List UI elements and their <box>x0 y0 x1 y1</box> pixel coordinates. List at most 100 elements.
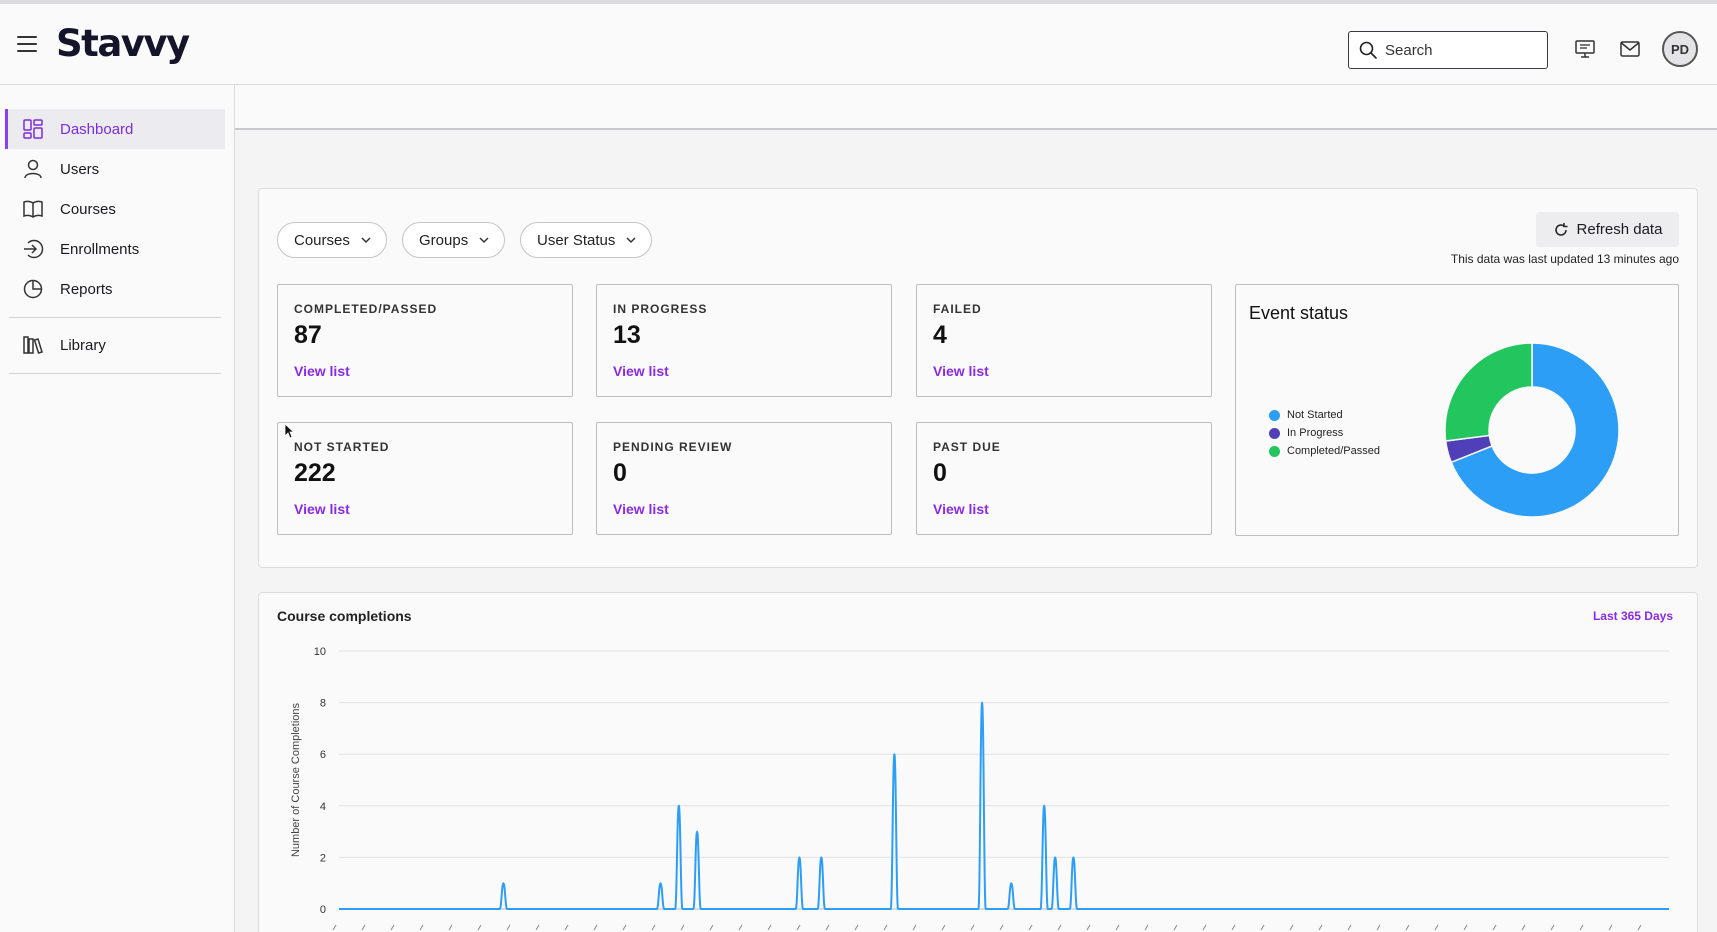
view-list-link[interactable]: View list <box>613 363 669 379</box>
legend-swatch <box>1269 427 1280 439</box>
course-completions-title: Course completions <box>277 608 412 624</box>
x-tick-mark <box>593 924 598 931</box>
sidebar: Dashboard Users Courses Enrollments Repo… <box>0 85 235 932</box>
legend-swatch <box>1269 409 1280 421</box>
y-tick-label: 4 <box>320 801 326 813</box>
x-tick-mark <box>332 924 337 931</box>
sidebar-divider <box>9 317 221 318</box>
x-tick-mark <box>738 924 743 931</box>
x-tick-mark <box>1115 924 1120 931</box>
stat-label: NOT STARTED <box>294 440 390 454</box>
avatar[interactable]: PD <box>1662 31 1698 67</box>
x-tick-mark <box>680 924 685 931</box>
enrollment-arrow-icon <box>24 239 44 259</box>
sidebar-item-enrollments[interactable]: Enrollments <box>5 229 225 269</box>
x-tick-mark <box>1086 924 1091 931</box>
sidebar-item-label: Enrollments <box>60 240 140 258</box>
x-tick-mark <box>825 924 830 931</box>
stat-value: 222 <box>294 459 336 487</box>
x-tick-mark <box>883 924 888 931</box>
event-status-card: Event status Not Started In Progress Com… <box>1235 284 1679 536</box>
stat-value: 4 <box>933 321 947 349</box>
x-tick-mark <box>912 924 917 931</box>
course-completions-panel <box>258 592 1698 932</box>
x-tick-mark <box>1492 924 1497 931</box>
x-tick-mark <box>999 924 1004 931</box>
stat-value: 13 <box>613 321 641 349</box>
search-box[interactable] <box>1348 31 1548 69</box>
filter-user-status[interactable]: User Status <box>520 222 653 258</box>
x-tick-mark <box>970 924 975 931</box>
search-input[interactable] <box>1385 41 1535 59</box>
x-tick-mark <box>1376 924 1381 931</box>
last-updated-text: This data was last updated 13 minutes ag… <box>1450 252 1679 266</box>
view-list-link[interactable]: View list <box>933 501 989 517</box>
book-icon <box>23 200 43 218</box>
legend-swatch <box>1269 445 1280 457</box>
search-icon <box>1359 41 1377 59</box>
refresh-data-button[interactable]: Refresh data <box>1536 212 1679 247</box>
stat-label: FAILED <box>933 302 982 316</box>
user-icon <box>24 159 42 179</box>
filter-label: Courses <box>294 231 350 249</box>
donut-slice-2[interactable] <box>1444 342 1533 442</box>
x-tick-mark <box>1579 924 1584 931</box>
stat-card-not-started: NOT STARTED 222 View list <box>277 422 573 535</box>
chevron-down-icon <box>361 237 371 244</box>
sidebar-item-library[interactable]: Library <box>5 325 225 365</box>
x-tick-mark <box>1173 924 1178 931</box>
stat-label: PAST DUE <box>933 440 1001 454</box>
filter-courses[interactable]: Courses <box>277 222 387 258</box>
filter-groups[interactable]: Groups <box>402 222 506 258</box>
legend-item[interactable]: In Progress <box>1269 424 1380 442</box>
legend-label: Completed/Passed <box>1287 445 1380 457</box>
sidebar-item-label: Dashboard <box>60 120 134 138</box>
content-subheader <box>235 85 1717 130</box>
sidebar-item-users[interactable]: Users <box>5 149 225 189</box>
chevron-down-icon <box>479 237 489 244</box>
x-tick-mark <box>1637 924 1642 931</box>
stat-value: 0 <box>613 459 627 487</box>
stat-card-past-due: PAST DUE 0 View list <box>916 422 1212 535</box>
stat-value: 87 <box>294 321 322 349</box>
y-tick-label: 10 <box>314 646 326 658</box>
sidebar-item-label: Users <box>60 160 100 178</box>
x-tick-mark <box>1144 924 1149 931</box>
sidebar-item-reports[interactable]: Reports <box>5 269 225 309</box>
legend-item[interactable]: Completed/Passed <box>1269 442 1380 460</box>
library-icon <box>23 336 43 354</box>
stat-value: 0 <box>933 459 947 487</box>
logo[interactable]: Stavvy <box>56 22 190 65</box>
sidebar-item-label: Reports <box>60 280 113 298</box>
x-tick-mark <box>477 924 482 931</box>
x-tick-mark <box>1057 924 1062 931</box>
view-list-link[interactable]: View list <box>294 501 350 517</box>
mail-icon[interactable] <box>1619 38 1641 60</box>
menu-icon[interactable] <box>17 36 37 52</box>
y-axis-label: Number of Course Completions <box>290 702 302 857</box>
x-tick-mark <box>1521 924 1526 931</box>
sidebar-item-courses[interactable]: Courses <box>5 189 225 229</box>
view-list-link[interactable]: View list <box>613 501 669 517</box>
legend-label: In Progress <box>1287 427 1344 439</box>
date-range-link[interactable]: Last 365 Days <box>1592 609 1673 623</box>
x-tick-mark <box>1289 924 1294 931</box>
donut-slice-0[interactable] <box>1450 342 1620 518</box>
presentation-icon[interactable] <box>1574 38 1596 60</box>
x-tick-mark <box>564 924 569 931</box>
x-tick-mark <box>390 924 395 931</box>
x-tick-mark <box>854 924 859 931</box>
sidebar-item-dashboard[interactable]: Dashboard <box>5 109 225 149</box>
mouse-cursor-icon <box>284 423 294 439</box>
x-tick-mark <box>1028 924 1033 931</box>
x-tick-mark <box>796 924 801 931</box>
view-list-link[interactable]: View list <box>294 363 350 379</box>
x-tick-mark <box>361 924 366 931</box>
x-tick-mark <box>506 924 511 931</box>
view-list-link[interactable]: View list <box>933 363 989 379</box>
x-tick-mark <box>1405 924 1410 931</box>
legend-item[interactable]: Not Started <box>1269 406 1380 424</box>
x-tick-mark <box>1463 924 1468 931</box>
x-tick-mark <box>941 924 946 931</box>
top-bar: Stavvy PD <box>0 0 1717 85</box>
